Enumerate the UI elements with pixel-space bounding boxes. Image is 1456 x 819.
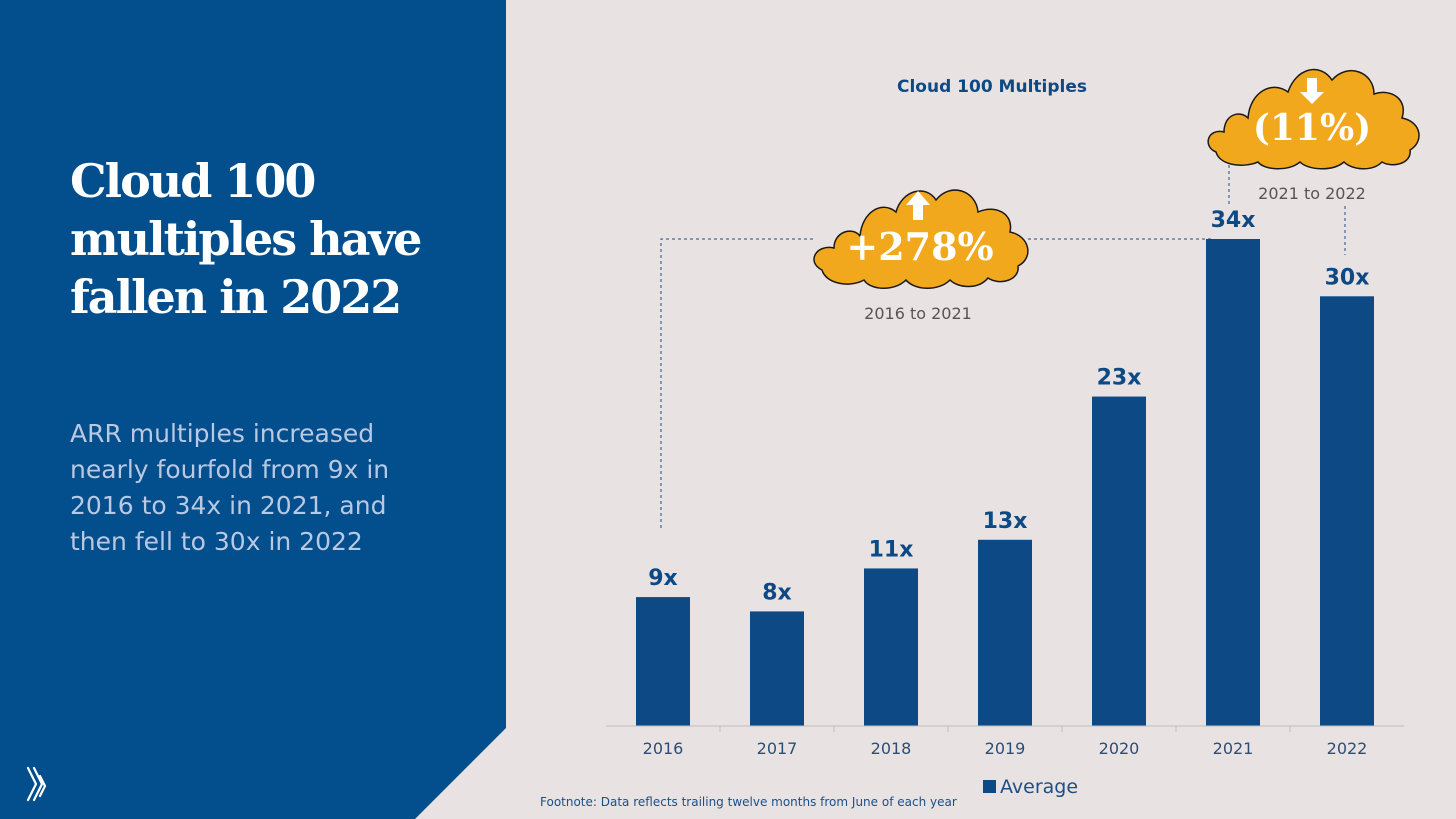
subtext: ARR multiples increased nearly fourfold … <box>70 419 390 556</box>
bar-2019 <box>978 539 1032 726</box>
bar-2022 <box>1320 296 1374 726</box>
bar-value-label-2020: 23x <box>1097 366 1142 391</box>
cloud-badge-decrease: (11%) 2021 to 2022 <box>1207 68 1420 203</box>
cloud-shape <box>1207 68 1420 170</box>
bars: 9x 8x 11x 13x 23x 34x 30x <box>636 208 1374 726</box>
cloud-badge-increase: +278% 2016 to 2021 <box>813 189 1029 323</box>
x-axis-ticks: 2016 2017 2018 2019 2020 2021 2022 <box>643 726 1368 758</box>
x-tick-2017: 2017 <box>757 739 798 758</box>
annotations: +278% 2016 to 2021 (11%) 2021 to 2022 <box>660 68 1420 528</box>
bar-2021 <box>1206 239 1260 726</box>
bar-value-label-2019: 13x <box>983 509 1028 534</box>
arrow-up-icon <box>906 191 930 220</box>
legend-label: Average <box>1000 776 1079 798</box>
x-tick-2016: 2016 <box>643 739 684 758</box>
decrease-caption: 2021 to 2022 <box>1258 184 1366 203</box>
legend-swatch <box>983 780 996 793</box>
bar-value-label-2021: 34x <box>1211 208 1256 233</box>
headline: Cloud 100 multiples have fallen in 2022 <box>70 154 422 324</box>
decrease-percent: (11%) <box>1253 107 1371 149</box>
legend: Average <box>983 776 1078 798</box>
brand-logo-icon <box>26 766 47 802</box>
bar-2016 <box>636 597 690 726</box>
panel-shape <box>0 0 506 819</box>
bar-2020 <box>1092 396 1146 726</box>
cloud-shape <box>813 189 1029 289</box>
bar-2017 <box>750 611 804 726</box>
bracket-2016-2021 <box>660 238 814 528</box>
bar-value-label-2016: 9x <box>648 566 678 591</box>
x-tick-2019: 2019 <box>985 739 1026 758</box>
bar-value-label-2022: 30x <box>1325 265 1370 290</box>
x-tick-2021: 2021 <box>1213 739 1254 758</box>
arrow-down-icon <box>1300 78 1324 104</box>
footnote: Footnote: Data reflects trailing twelve … <box>540 795 957 809</box>
x-tick-2022: 2022 <box>1327 739 1368 758</box>
x-tick-2018: 2018 <box>871 739 912 758</box>
bar-value-label-2017: 8x <box>762 580 792 605</box>
increase-caption: 2016 to 2021 <box>864 304 972 323</box>
bar-2018 <box>864 568 918 726</box>
bar-value-label-2018: 11x <box>869 537 914 562</box>
chart-title: Cloud 100 Multiples <box>897 77 1087 97</box>
x-tick-2020: 2020 <box>1099 739 1140 758</box>
increase-percent: +278% <box>846 224 993 269</box>
